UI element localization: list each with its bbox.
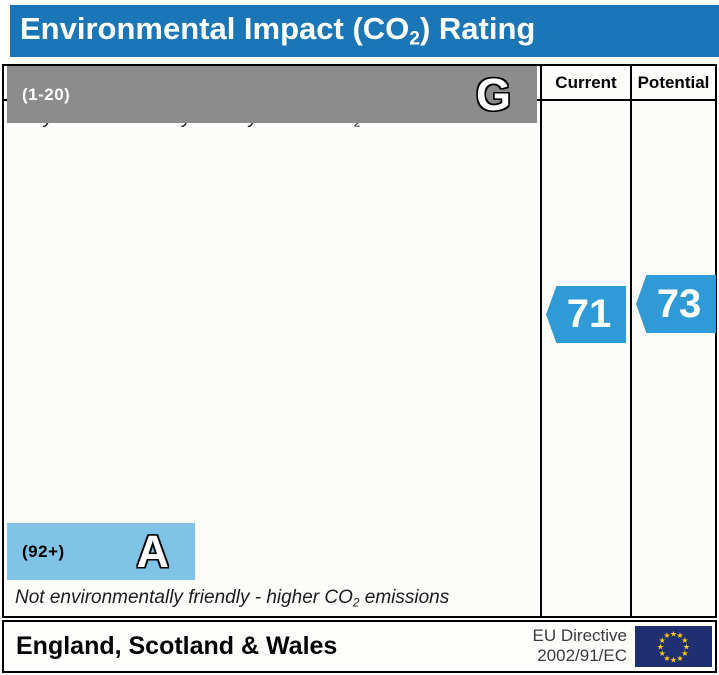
eu-flag-field <box>635 626 712 667</box>
eu-directive-text: EU Directive 2002/91/EC <box>532 626 627 665</box>
svg-text:★: ★ <box>676 631 683 640</box>
region-label: England, Scotland & Wales <box>16 632 338 660</box>
footer-bar: England, Scotland & Wales EU Directive 2… <box>2 620 717 673</box>
svg-text:★: ★ <box>681 636 688 645</box>
bottom-note: Not environmentally friendly - higher CO… <box>15 587 450 610</box>
svg-text:★: ★ <box>683 643 690 652</box>
svg-text:★: ★ <box>663 654 670 663</box>
svg-text:★: ★ <box>670 630 677 639</box>
band-letter: G <box>475 69 511 120</box>
current-rating-value: 71 <box>566 292 612 336</box>
svg-text:★: ★ <box>659 636 666 645</box>
column-divider-potential <box>630 66 632 616</box>
eu-flag-icon: ★ ★ ★ ★ ★ ★ ★ ★ ★ ★ ★ ★ <box>635 626 712 667</box>
column-header-potential: Potential <box>637 73 710 92</box>
potential-rating-arrow: 73 <box>636 275 716 333</box>
band-row-g: (1-20) G <box>7 66 537 123</box>
svg-text:★: ★ <box>670 656 677 665</box>
band-range-label: (1-20) <box>22 84 71 104</box>
band-range-label: (92+) <box>22 541 65 561</box>
band-row-a: (92+) A <box>7 523 195 580</box>
svg-text:★: ★ <box>681 649 688 658</box>
title-bar: Environmental Impact (CO2) Rating <box>10 5 719 57</box>
current-rating-arrow: 71 <box>546 286 626 343</box>
column-header-current: Current <box>555 73 617 92</box>
page-title: Environmental Impact (CO2) Rating <box>20 11 536 50</box>
eu-flag-stars: ★ ★ ★ ★ ★ ★ ★ ★ ★ ★ ★ ★ <box>657 630 690 665</box>
svg-text:★: ★ <box>663 631 670 640</box>
column-divider-current <box>540 66 542 616</box>
svg-text:★: ★ <box>659 649 666 658</box>
svg-text:★: ★ <box>657 643 664 652</box>
svg-text:★: ★ <box>676 654 683 663</box>
band-letter: A <box>136 526 170 577</box>
potential-rating-value: 73 <box>656 281 702 326</box>
rating-table: Current Potential Very environmentally f… <box>2 64 717 618</box>
